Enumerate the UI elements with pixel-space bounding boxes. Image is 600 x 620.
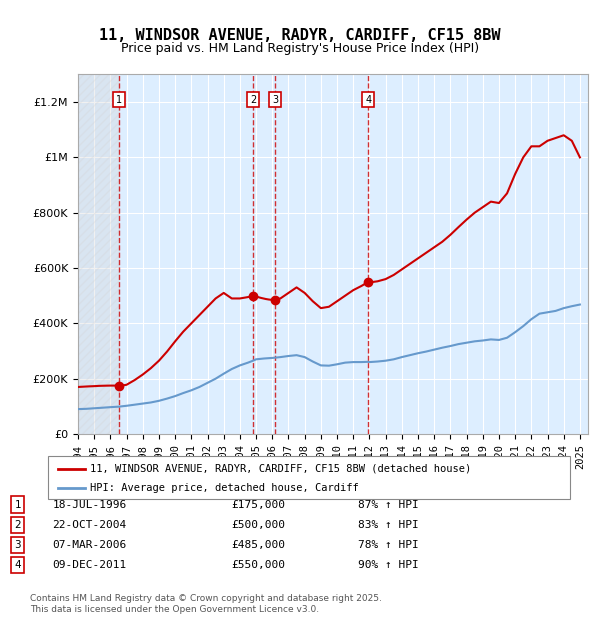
- Text: 2: 2: [250, 95, 256, 105]
- Text: 1: 1: [116, 95, 122, 105]
- Text: 83% ↑ HPI: 83% ↑ HPI: [358, 520, 418, 529]
- Text: HPI: Average price, detached house, Cardiff: HPI: Average price, detached house, Card…: [90, 483, 359, 494]
- Text: £175,000: £175,000: [231, 500, 285, 510]
- Bar: [78, 74, 119, 434]
- Text: 09-DEC-2011: 09-DEC-2011: [52, 560, 127, 570]
- Text: 3: 3: [272, 95, 278, 105]
- FancyBboxPatch shape: [48, 456, 570, 499]
- Text: 1: 1: [14, 500, 21, 510]
- Text: 3: 3: [14, 540, 21, 550]
- Text: £500,000: £500,000: [231, 520, 285, 529]
- Text: 18-JUL-1996: 18-JUL-1996: [52, 500, 127, 510]
- Text: 2: 2: [14, 520, 21, 529]
- Text: 4: 4: [365, 95, 371, 105]
- Text: 78% ↑ HPI: 78% ↑ HPI: [358, 540, 418, 550]
- Text: Price paid vs. HM Land Registry's House Price Index (HPI): Price paid vs. HM Land Registry's House …: [121, 42, 479, 55]
- Text: 11, WINDSOR AVENUE, RADYR, CARDIFF, CF15 8BW (detached house): 11, WINDSOR AVENUE, RADYR, CARDIFF, CF15…: [90, 464, 471, 474]
- Text: 90% ↑ HPI: 90% ↑ HPI: [358, 560, 418, 570]
- Text: 11, WINDSOR AVENUE, RADYR, CARDIFF, CF15 8BW: 11, WINDSOR AVENUE, RADYR, CARDIFF, CF15…: [99, 28, 501, 43]
- Text: £550,000: £550,000: [231, 560, 285, 570]
- Text: 22-OCT-2004: 22-OCT-2004: [52, 520, 127, 529]
- Text: 4: 4: [14, 560, 21, 570]
- Text: 87% ↑ HPI: 87% ↑ HPI: [358, 500, 418, 510]
- Text: 07-MAR-2006: 07-MAR-2006: [52, 540, 127, 550]
- Text: £485,000: £485,000: [231, 540, 285, 550]
- Text: Contains HM Land Registry data © Crown copyright and database right 2025.
This d: Contains HM Land Registry data © Crown c…: [30, 595, 382, 614]
